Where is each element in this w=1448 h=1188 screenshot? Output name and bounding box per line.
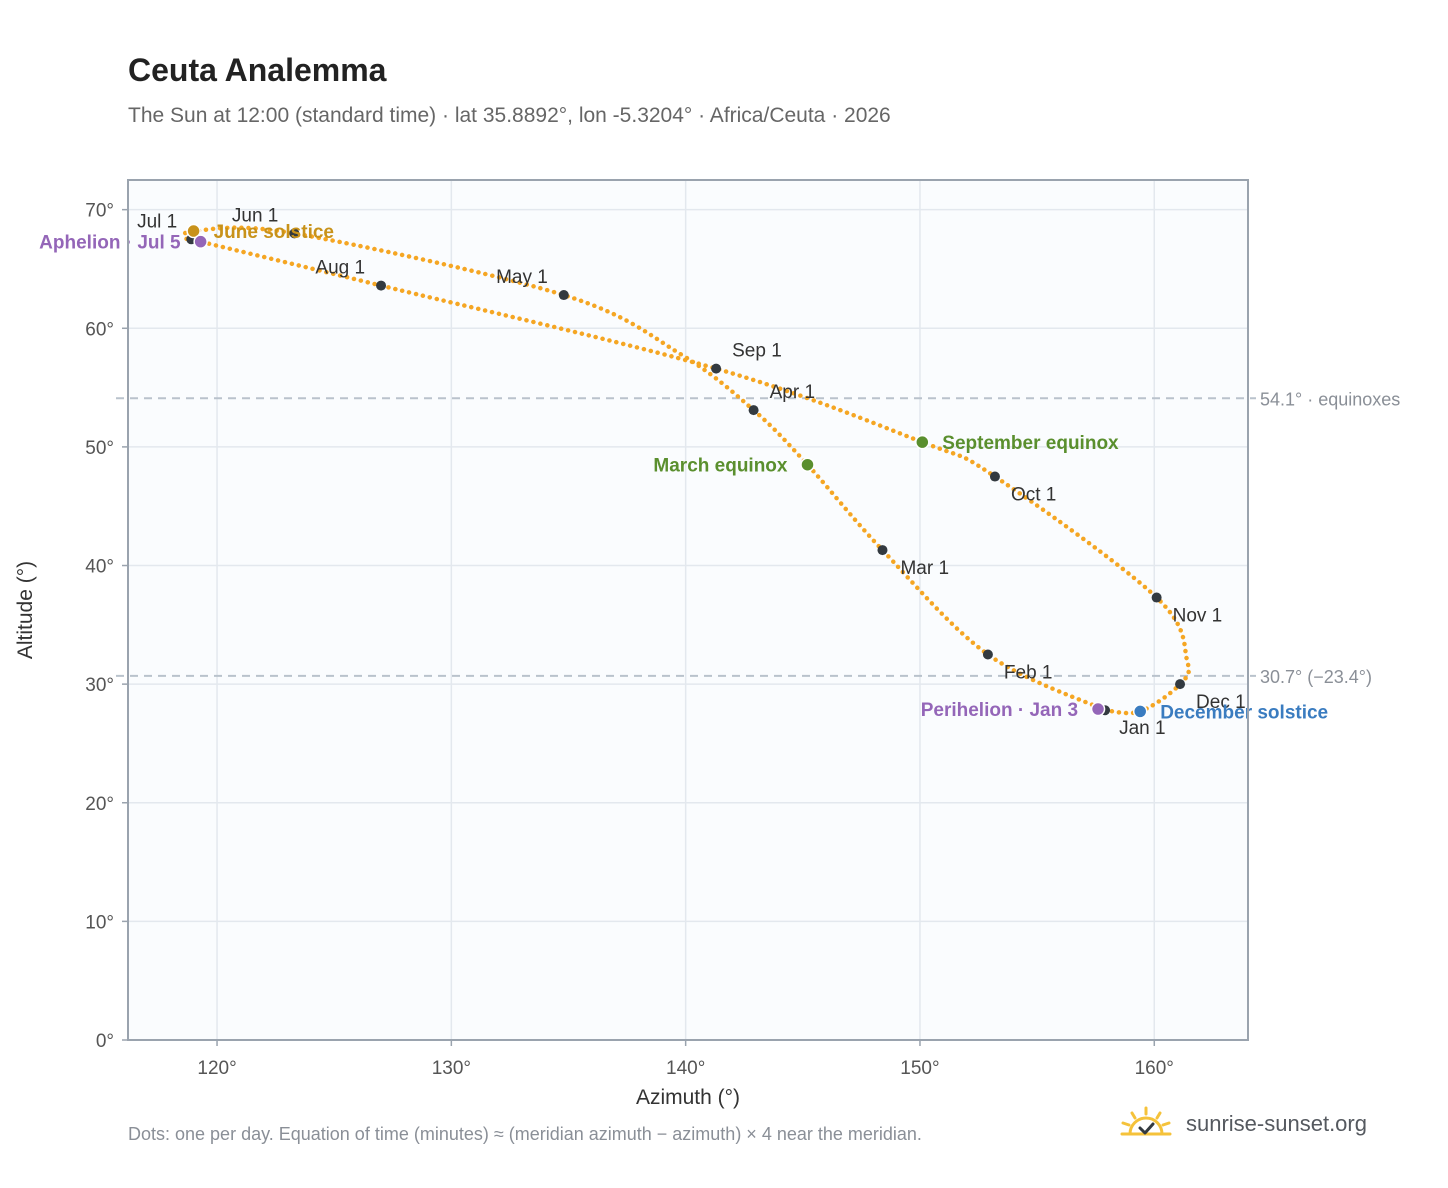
event-marker <box>915 434 930 450</box>
month-label: Oct 1 <box>1011 485 1056 506</box>
event-label: September equinox <box>942 433 1119 454</box>
month-marker <box>289 228 300 239</box>
month-label: Nov 1 <box>1173 606 1223 627</box>
y-tick-label: 60° <box>85 319 114 340</box>
month-marker <box>558 290 569 301</box>
x-tick-label: 150° <box>900 1058 939 1079</box>
event-label: Perihelion · Jan 3 <box>921 700 1078 721</box>
x-axis-label: Azimuth (°) <box>636 1086 740 1109</box>
y-tick-label: 10° <box>85 912 114 933</box>
month-marker <box>982 649 993 660</box>
month-label: Mar 1 <box>900 558 949 579</box>
y-tick-label: 30° <box>85 675 114 696</box>
y-tick-label: 0° <box>96 1031 114 1052</box>
event-label: Aphelion · Jul 5 <box>39 233 181 254</box>
plot-frame <box>127 179 1249 1041</box>
event-label: June solstice <box>214 222 334 243</box>
y-tick-label: 70° <box>85 201 114 222</box>
month-label: May 1 <box>496 267 548 288</box>
brand-name: sunrise-sunset.org <box>1186 1111 1367 1136</box>
event-marker <box>1090 701 1106 717</box>
plot-area <box>128 180 1248 1040</box>
month-marker <box>376 280 387 291</box>
reference-line-label: 30.7° (−23.4°) <box>1260 667 1372 687</box>
month-label: Jan 1 <box>1119 718 1165 739</box>
month-marker <box>1151 592 1162 603</box>
y-axis-label: Altitude (°) <box>14 561 37 659</box>
month-label: Apr 1 <box>770 382 815 403</box>
chart-title: Ceuta Analemma <box>128 52 387 88</box>
month-label: Sep 1 <box>732 341 782 362</box>
x-tick-label: 130° <box>432 1058 471 1079</box>
event-marker <box>186 223 201 239</box>
y-tick-label: 50° <box>85 438 114 459</box>
month-marker <box>877 545 888 556</box>
brand[interactable]: sunrise-sunset.org <box>1118 1100 1367 1148</box>
sunrise-logo-icon <box>1120 1106 1172 1136</box>
axis-ticks: 120° 130° 140° 150° 160° 0° 10° 20° 30° 40° 50° 60°… <box>85 201 1174 1079</box>
month-label: Feb 1 <box>1004 662 1053 683</box>
x-tick-label: 160° <box>1135 1058 1174 1079</box>
event-markers: June solstice Aphelion · Jul 5 March equin… <box>39 222 1328 723</box>
reference-lines: 54.1° · equinoxes 30.7° (−23.4°) <box>116 389 1400 687</box>
chart-subtitle: The Sun at 12:00 (standard time) · lat 3… <box>128 104 891 127</box>
event-marker <box>800 457 815 472</box>
reference-line-label: 54.1° · equinoxes <box>1260 389 1400 409</box>
month-label: Jul 1 <box>137 211 177 232</box>
month-marker <box>1175 679 1186 690</box>
x-tick-label: 120° <box>197 1058 236 1079</box>
x-tick-label: 140° <box>666 1058 705 1079</box>
event-marker <box>193 234 208 249</box>
event-label: March equinox <box>653 456 788 477</box>
event-label: December solstice <box>1160 702 1328 723</box>
month-marker <box>748 405 759 416</box>
y-tick-label: 20° <box>85 794 114 815</box>
month-marker <box>711 363 722 374</box>
y-tick-label: 40° <box>85 557 114 578</box>
month-label: Aug 1 <box>315 258 365 279</box>
month-label: Dec 1 <box>1196 692 1246 713</box>
footnote: Dots: one per day. Equation of time (min… <box>128 1124 922 1144</box>
month-marker <box>989 471 1000 482</box>
month-label: Jun 1 <box>232 205 278 226</box>
event-marker <box>1132 704 1148 719</box>
